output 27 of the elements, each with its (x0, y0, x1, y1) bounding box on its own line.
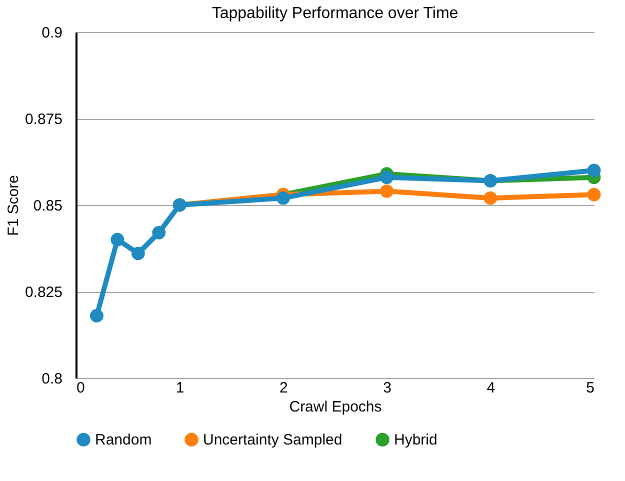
y-tick-label: 0.875 (24, 111, 62, 128)
point (90, 309, 104, 322)
point (380, 170, 394, 184)
y-tick-label: 0.9 (42, 24, 62, 42)
point (587, 188, 601, 202)
point (587, 164, 601, 178)
legend-label: Random (95, 432, 152, 449)
x-tick-label: 5 (586, 380, 594, 396)
chart-title: Tappability Performance over Time (212, 5, 458, 22)
y-tick-label: 0.85 (33, 198, 62, 214)
point (484, 191, 498, 205)
legend-label: Uncertainty Sampled (203, 432, 342, 449)
legend-label: Hybrid (394, 432, 438, 449)
x-tick-label: 1 (176, 380, 184, 396)
y-axis-title: F1 Score (4, 175, 22, 236)
point (152, 226, 166, 240)
x-tick-label: 0 (76, 380, 85, 396)
point (380, 184, 394, 198)
y-tick-label: 0.8 (42, 370, 62, 388)
x-tick-label: 2 (280, 380, 288, 396)
point (276, 191, 290, 205)
point (131, 246, 145, 260)
y-tick-label: 0.825 (24, 284, 62, 301)
x-axis-title: Crawl Epochs (289, 398, 382, 416)
x-tick-label: 3 (383, 380, 392, 396)
point (110, 232, 124, 246)
x-tick-label: 4 (486, 380, 496, 396)
